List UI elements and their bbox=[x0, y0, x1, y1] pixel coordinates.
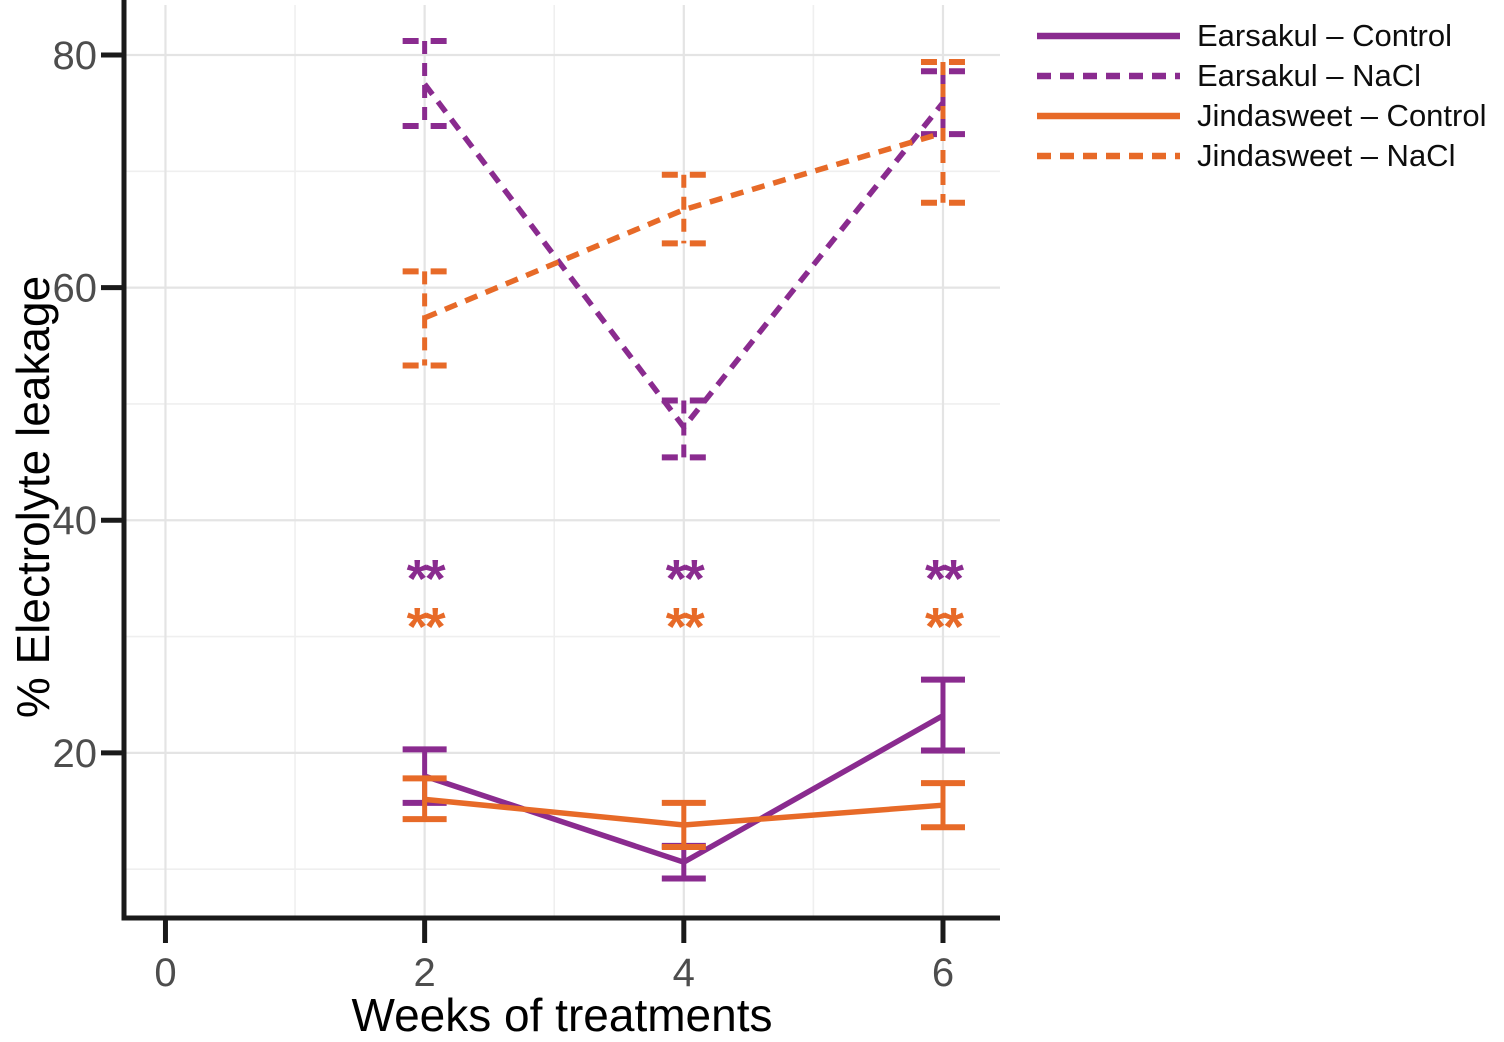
y-axis-title: % Electrolyte leakage bbox=[7, 275, 59, 719]
y-tick-label: 60 bbox=[53, 267, 98, 311]
significance-marker: ** bbox=[407, 597, 446, 657]
x-axis-title: Weeks of treatments bbox=[351, 989, 773, 1041]
legend-line-sample bbox=[1037, 72, 1180, 80]
legend-line-sample bbox=[1037, 32, 1180, 40]
series-line-2 bbox=[422, 82, 946, 432]
series-line-4 bbox=[423, 130, 944, 321]
significance-marker: ** bbox=[925, 549, 964, 609]
y-tick-label: 80 bbox=[53, 34, 98, 78]
significance-marker: ** bbox=[925, 597, 964, 657]
legend-item: Earsakul – NaCl bbox=[1037, 56, 1487, 96]
significance-marker: ** bbox=[666, 597, 705, 657]
x-tick-label: 6 bbox=[932, 951, 954, 995]
legend-item-label: Jindasweet – NaCl bbox=[1197, 138, 1456, 173]
legend-item: Earsakul – Control bbox=[1037, 16, 1487, 56]
significance-marker: ** bbox=[666, 549, 705, 609]
x-tick-label: 2 bbox=[414, 951, 436, 995]
legend: Earsakul – Control Earsakul – NaCl Jindasw… bbox=[1037, 16, 1487, 176]
x-tick-label: 0 bbox=[154, 951, 176, 995]
x-tick-label: 4 bbox=[673, 951, 695, 995]
series-line-1 bbox=[423, 713, 945, 866]
legend-item-label: Earsakul – NaCl bbox=[1197, 58, 1421, 93]
legend-item-label: Jindasweet – Control bbox=[1197, 98, 1487, 133]
y-tick-label: 40 bbox=[53, 499, 98, 543]
legend-item: Jindasweet – NaCl bbox=[1037, 136, 1487, 176]
legend-item: Jindasweet – Control bbox=[1037, 96, 1487, 136]
significance-marker: ** bbox=[407, 549, 446, 609]
legend-line-sample bbox=[1037, 152, 1180, 160]
legend-item-label: Earsakul – Control bbox=[1197, 18, 1453, 53]
series-line-3 bbox=[424, 796, 944, 828]
y-tick-label: 20 bbox=[53, 732, 98, 776]
legend-line-sample bbox=[1037, 112, 1180, 120]
